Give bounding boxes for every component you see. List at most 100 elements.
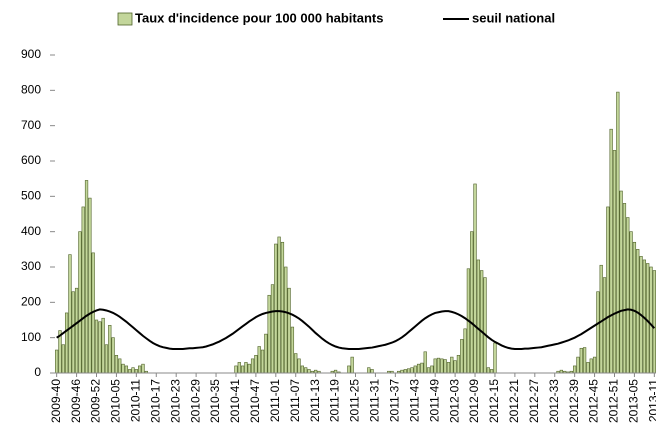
- x-tick-label: 2011-01: [268, 379, 282, 422]
- bar: [473, 183, 477, 374]
- bar: [138, 365, 142, 374]
- legend-label: Taux d'incidence pour 100 000 habitants: [135, 10, 383, 25]
- x-tick-label: 2010-11: [129, 379, 143, 422]
- bar: [78, 231, 82, 374]
- y-tick-label: 0: [34, 365, 41, 379]
- x-tick-label: 2011-31: [368, 379, 382, 422]
- y-tick-label: 100: [21, 330, 41, 344]
- x-tick-label: 2010-41: [228, 379, 242, 423]
- bar: [297, 358, 301, 374]
- bar: [443, 359, 447, 374]
- bar: [616, 91, 620, 374]
- bar: [81, 206, 85, 374]
- bar: [68, 254, 72, 374]
- x-tick-label: 2012-51: [607, 379, 621, 423]
- x-tick-label: 2011-19: [328, 379, 342, 422]
- bar: [460, 339, 464, 374]
- legend-swatch: [117, 12, 133, 26]
- bar: [436, 357, 441, 374]
- bar: [609, 128, 613, 374]
- x-tick-label: 2010-05: [109, 379, 123, 423]
- bar: [579, 347, 583, 374]
- bar: [367, 367, 371, 374]
- bar: [270, 284, 275, 374]
- bar: [71, 291, 75, 374]
- x-tick-label: 2010-17: [148, 379, 162, 423]
- x-tick-label: 2011-49: [427, 379, 441, 422]
- x-tick-label: 2010-35: [208, 379, 222, 423]
- bar: [267, 294, 271, 374]
- bar: [480, 270, 484, 374]
- bar: [234, 365, 238, 374]
- x-tick-label: 2012-21: [507, 379, 521, 423]
- bar: [121, 363, 125, 374]
- bar: [456, 355, 461, 374]
- bar: [304, 367, 308, 374]
- y-tick-label: 700: [21, 118, 41, 132]
- x-tick-label: 2010-23: [168, 379, 182, 423]
- bar: [101, 317, 105, 374]
- bar: [118, 358, 122, 374]
- x-tick-label: 2011-13: [308, 379, 322, 422]
- bar: [247, 363, 251, 374]
- bar: [284, 266, 288, 374]
- bar: [250, 358, 255, 374]
- bar: [596, 291, 600, 374]
- x-tick-label: 2009-46: [69, 379, 83, 423]
- x-tick-label: 2012-15: [487, 379, 501, 423]
- bar: [589, 358, 593, 374]
- bar: [629, 231, 633, 374]
- x-tick-label: 2011-37: [388, 379, 402, 422]
- bar: [237, 362, 241, 374]
- bar: [277, 236, 281, 374]
- x-tick-label: 2009-52: [89, 379, 103, 423]
- bar: [470, 231, 474, 374]
- bar: [264, 333, 268, 374]
- bar: [453, 360, 457, 374]
- bar: [602, 277, 607, 374]
- bar: [483, 277, 487, 374]
- x-tick-label: 2013-05: [627, 379, 641, 423]
- bar: [463, 328, 467, 374]
- x-tick-label: 2012-03: [447, 379, 461, 423]
- bar: [244, 362, 248, 374]
- bar: [440, 358, 444, 374]
- x-tick-label: 2012-33: [547, 379, 561, 423]
- bar: [606, 206, 610, 374]
- line: [56, 308, 656, 350]
- y-tick-label: 900: [21, 47, 41, 61]
- bar: [64, 312, 69, 374]
- x-tick-label: 2009-40: [49, 379, 63, 423]
- bar: [347, 365, 351, 374]
- bar: [410, 367, 414, 374]
- y-tick-label: 300: [21, 259, 41, 273]
- legend-label: seuil national: [472, 10, 555, 25]
- bar: [493, 342, 497, 374]
- bar: [406, 368, 411, 374]
- bar: [94, 319, 99, 374]
- bar: [450, 356, 454, 374]
- bar: [413, 365, 417, 374]
- bar: [350, 356, 354, 374]
- bar: [74, 287, 79, 374]
- bar: [307, 369, 311, 374]
- bar: [486, 367, 490, 374]
- bar: [646, 263, 650, 374]
- bar: [416, 363, 421, 374]
- x-tick-label: 2012-27: [527, 379, 541, 423]
- bar: [476, 259, 480, 374]
- bar: [104, 344, 109, 374]
- bar: [446, 362, 451, 374]
- bar: [420, 362, 424, 374]
- bar: [592, 356, 597, 374]
- x-tick-label: 2010-47: [248, 379, 262, 423]
- bar: [652, 270, 656, 374]
- bar: [61, 344, 65, 374]
- bar: [426, 367, 431, 374]
- bar: [111, 337, 115, 374]
- bar: [423, 351, 427, 374]
- bar: [257, 346, 261, 374]
- bar: [260, 349, 265, 374]
- bar: [254, 355, 258, 374]
